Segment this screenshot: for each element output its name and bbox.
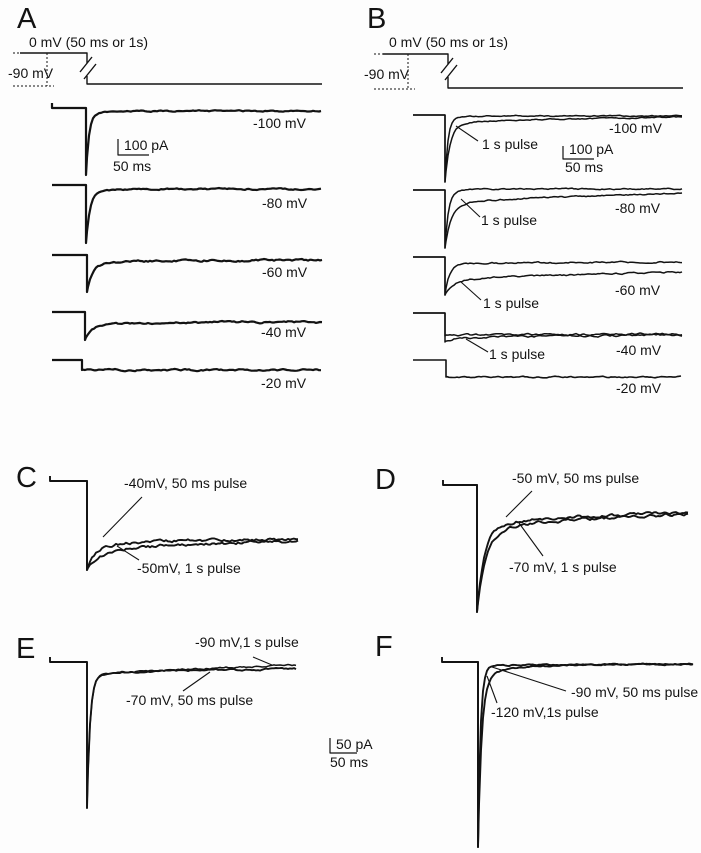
trace-voltage-label: -100 mV [253, 115, 306, 131]
trace-voltage-label: -80 mV [262, 195, 308, 211]
panel-d-letter: D [375, 464, 396, 496]
panel-b-letter: B [367, 3, 387, 35]
trace-annotation: -120 mV,1s pulse [491, 704, 599, 720]
trace-annotation: -50 mV, 50 ms pulse [512, 470, 640, 486]
panel-c-letter: C [16, 462, 37, 494]
trace-annotation: -70 mV, 50 ms pulse [126, 692, 254, 708]
panel-e-letter: E [16, 633, 36, 665]
trace-annotation: -40mV, 50 ms pulse [124, 475, 248, 491]
trace-voltage-label: -40 mV [261, 324, 307, 340]
trace-voltage-label: -80 mV [615, 200, 661, 216]
panel-a-letter: A [17, 3, 37, 35]
scalebar-current-label-b: 100 pA [569, 141, 614, 157]
trace-voltage-label: -20 mV [616, 380, 662, 396]
scalebar-time-label-b: 50 ms [565, 159, 604, 175]
trace-voltage-label: -20 mV [261, 375, 307, 391]
pulse-annotation: 1 s pulse [482, 136, 539, 152]
panel-f-letter: F [375, 631, 393, 663]
scalebar-time-label-a: 50 ms [113, 158, 152, 174]
trace-voltage-label: -40 mV [616, 342, 662, 358]
trace-annotation: -90 mV, 50 ms pulse [571, 684, 699, 700]
pulse-annotation: 1 s pulse [489, 346, 546, 362]
protocol-step-label-b: 0 mV (50 ms or 1s) [389, 34, 509, 50]
protocol-hold-label-b: -90 mV [364, 66, 410, 82]
scalebar-current-label-center: 50 pA [336, 736, 373, 752]
trace-voltage-label: -60 mV [262, 264, 308, 280]
scalebar-time-label-center: 50 ms [330, 754, 369, 770]
trace-annotation: -70 mV, 1 s pulse [509, 559, 617, 575]
protocol-step-label-a: 0 mV (50 ms or 1s) [29, 34, 149, 50]
trace-annotation: -50mV, 1 s pulse [137, 560, 241, 576]
pulse-annotation: 1 s pulse [481, 212, 538, 228]
trace-annotation: -90 mV,1 s pulse [195, 634, 299, 650]
pulse-annotation: 1 s pulse [483, 295, 540, 311]
trace-voltage-label: -100 mV [609, 120, 662, 136]
trace-voltage-label: -60 mV [615, 282, 661, 298]
scalebar-current-label-a: 100 pA [124, 137, 169, 153]
protocol-hold-label-a: -90 mV [8, 65, 54, 81]
